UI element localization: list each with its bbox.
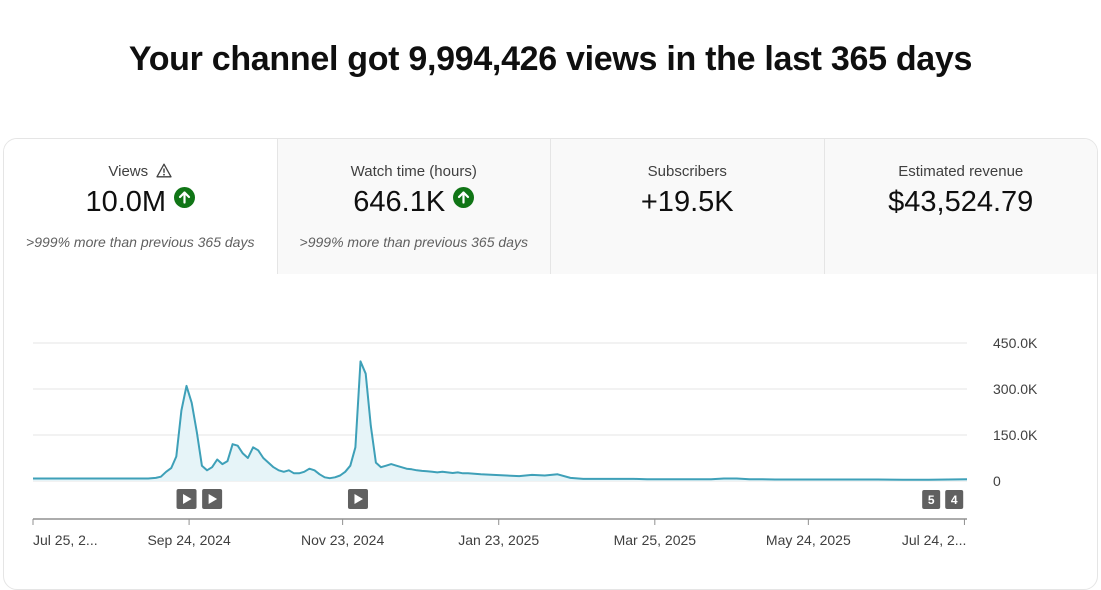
tab-label: Estimated revenue	[898, 163, 1024, 180]
arrow-up-icon	[174, 187, 196, 208]
video-marker-play-icon[interactable]	[347, 489, 368, 509]
tab-label: Subscribers	[647, 163, 727, 180]
marker-count-label: 5	[928, 493, 935, 507]
tab-views[interactable]: Views 10.0M >999% more than previous 365…	[4, 139, 277, 274]
tab-label: Watch time (hours)	[350, 163, 477, 180]
x-tick-label: May 24, 2025	[766, 532, 851, 548]
video-marker-play-icon[interactable]	[202, 489, 223, 509]
y-tick-label: 0	[993, 473, 1001, 489]
tab-value: +19.5K	[640, 186, 734, 218]
marker-box	[922, 490, 941, 509]
warning-icon[interactable]	[156, 163, 172, 182]
views-chart[interactable]: 450.0K 300.0K 150.0K 0 Jul 25, 2... Sep 24, 2…	[0, 0, 1101, 574]
tab-estimated-revenue[interactable]: Estimated revenue $43,524.79	[823, 139, 1097, 274]
tab-label: Views	[108, 163, 149, 180]
metric-tabs: Views 10.0M >999% more than previous 365…	[4, 139, 1097, 274]
tab-comparison: >999% more than previous 365 days	[299, 234, 528, 250]
video-marker-count[interactable]: 4	[945, 490, 964, 509]
tab-value: 10.0M	[85, 186, 167, 218]
x-tick-label: Mar 25, 2025	[614, 532, 697, 548]
series-line-views[interactable]	[33, 360, 968, 481]
video-marker-count[interactable]: 5	[922, 490, 941, 509]
tab-comparison: >999% more than previous 365 days	[26, 234, 255, 250]
y-tick-label: 300.0K	[993, 381, 1038, 397]
marker-count-label: 4	[951, 493, 958, 507]
y-tick-label: 150.0K	[993, 427, 1038, 443]
tab-watch-time[interactable]: Watch time (hours) 646.1K >999% more tha…	[276, 139, 550, 274]
y-tick-label: 450.0K	[993, 335, 1038, 351]
tab-value: 646.1K	[353, 186, 446, 218]
x-tick-label: Jul 24, 2...	[902, 532, 967, 548]
x-tick-label: Jan 23, 2025	[458, 532, 539, 548]
marker-box	[945, 490, 964, 509]
arrow-up-icon	[453, 187, 475, 208]
video-marker-play-icon[interactable]	[176, 489, 197, 509]
page-headline: Your channel got 9,994,426 views in the …	[128, 40, 973, 78]
analytics-card: Views 10.0M >999% more than previous 365…	[3, 138, 1098, 590]
x-tick-label: Nov 23, 2024	[301, 532, 384, 548]
play-icon	[183, 494, 192, 504]
tab-value: $43,524.79	[888, 186, 1034, 218]
tab-subscribers[interactable]: Subscribers +19.5K	[550, 139, 824, 274]
play-icon	[354, 494, 363, 504]
play-icon	[208, 494, 218, 504]
x-tick-label: Sep 24, 2024	[147, 532, 231, 548]
x-tick-label: Jul 25, 2...	[33, 532, 98, 548]
